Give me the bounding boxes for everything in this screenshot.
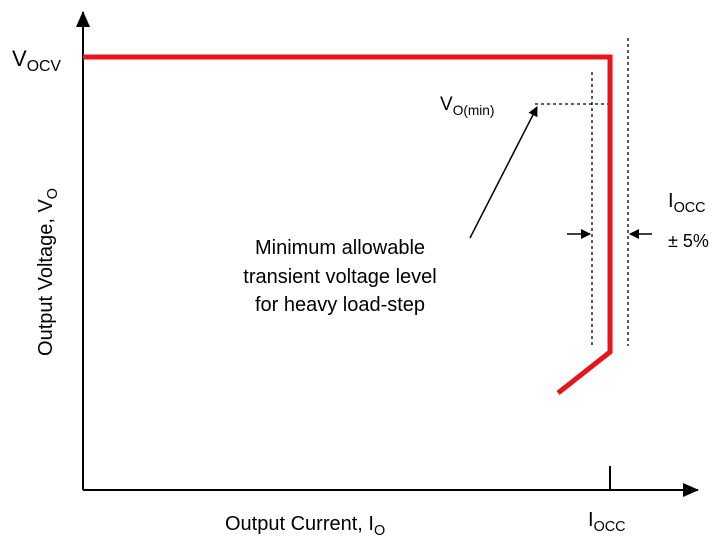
y-axis-label: Output Voltage, VO	[35, 188, 61, 356]
annotation-line: Minimum allowable	[255, 237, 425, 259]
label-sub: O(min)	[453, 103, 495, 118]
annotation-line: for heavy load-step	[255, 294, 425, 316]
label-main: Output Current, I	[225, 513, 374, 535]
x-axis-label: Output Current, IO	[225, 513, 385, 539]
annotation-arrow	[469, 106, 538, 239]
label-main: V	[440, 94, 453, 115]
label-main: I	[668, 190, 674, 212]
label-sub: OCV	[27, 58, 62, 75]
label-main: I	[588, 509, 594, 531]
iocc-band-label: IOCC	[668, 190, 706, 216]
label-main: Output Voltage, V	[35, 199, 57, 356]
v-ocv-label: VOCV	[12, 46, 61, 75]
label-sub: OCC	[674, 200, 706, 216]
label-main: V	[12, 46, 27, 71]
annotation-line: transient voltage level	[243, 266, 436, 288]
label-sub: O	[45, 188, 61, 199]
x-tick-label: IOCC	[588, 509, 626, 535]
output-curve	[83, 54, 613, 395]
v-omin-label: VO(min)	[440, 94, 494, 118]
label-sub: O	[374, 523, 385, 539]
label-sub: OCC	[594, 519, 626, 535]
tolerance-label: ± 5%	[668, 231, 709, 251]
